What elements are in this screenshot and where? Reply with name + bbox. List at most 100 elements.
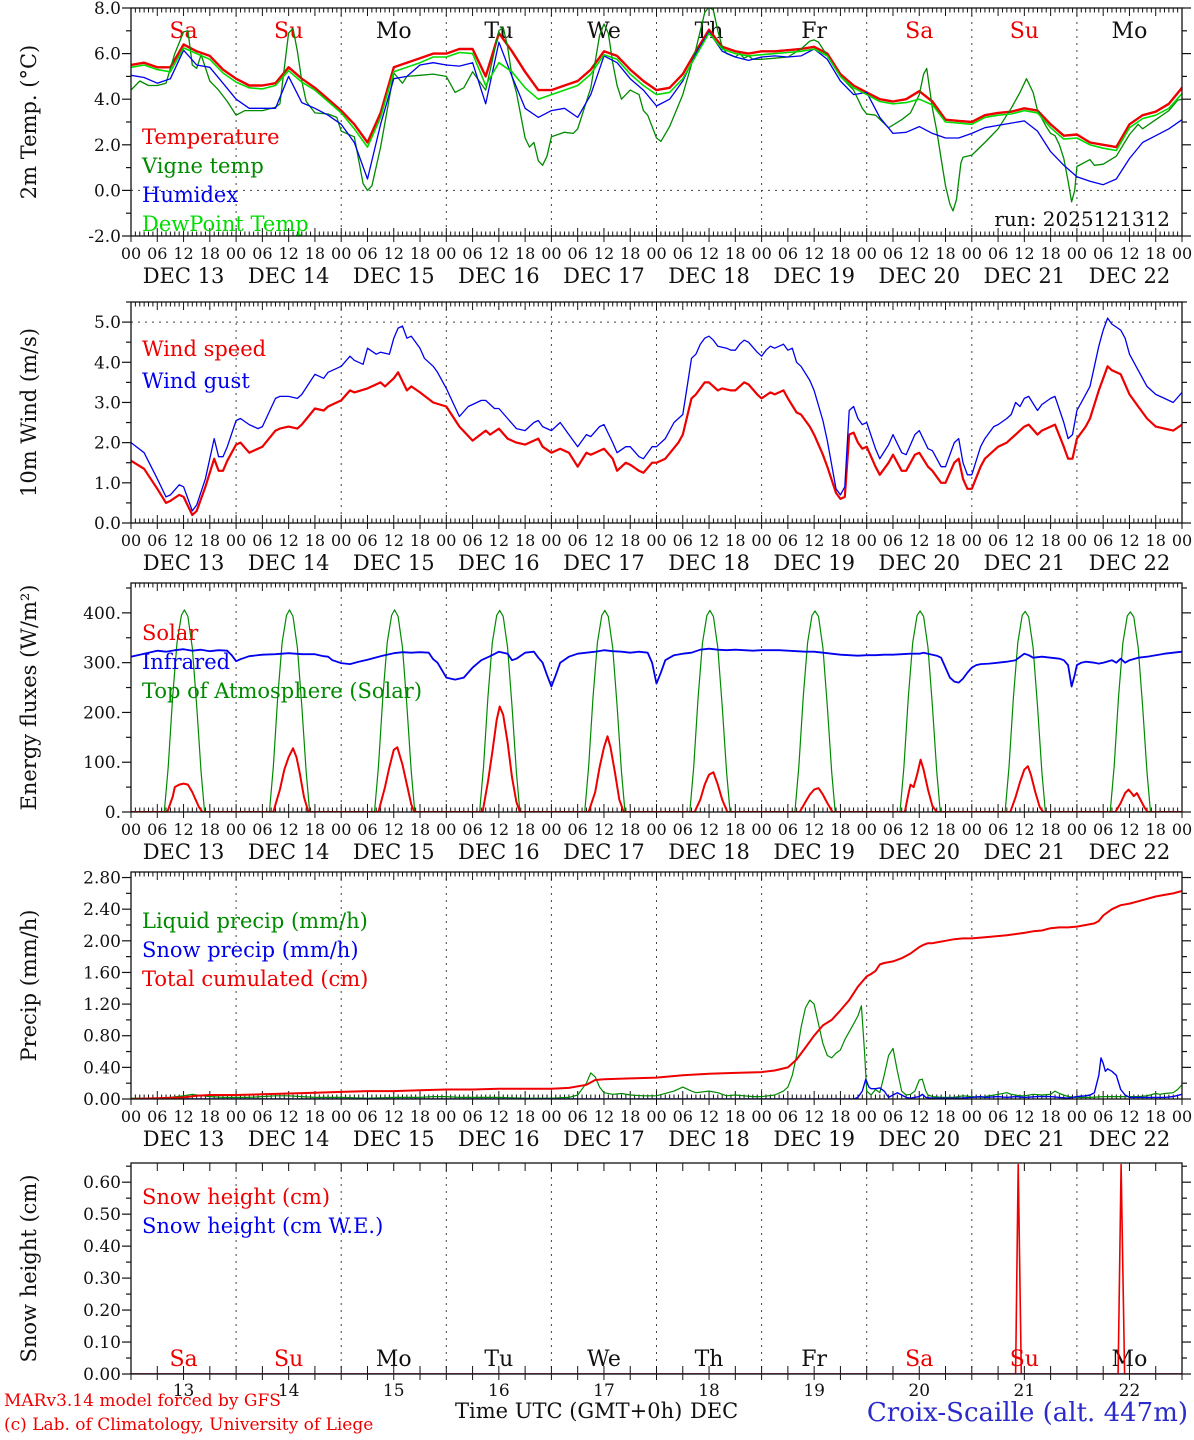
svg-text:18: 18 [620,1107,640,1126]
series-humidex [131,31,1182,186]
svg-text:4.0: 4.0 [94,353,121,373]
svg-text:00: 00 [646,531,666,550]
svg-text:06: 06 [883,531,903,550]
svg-text:Wind gust: Wind gust [142,369,250,393]
svg-text:06: 06 [462,1107,482,1126]
svg-text:0.60: 0.60 [83,1173,121,1193]
svg-text:18: 18 [200,1107,220,1126]
svg-text:Mo: Mo [376,19,412,44]
svg-text:18: 18 [1040,531,1060,550]
svg-text:00: 00 [1067,1107,1087,1126]
svg-text:18: 18 [515,1107,535,1126]
svg-text:12: 12 [384,820,404,839]
svg-text:Su: Su [1010,19,1039,44]
svg-text:Snow height (cm W.E.): Snow height (cm W.E.) [142,1214,383,1238]
chart-panels: 8.0 6.0 4.0 2.0 0.0 -2.0 00 06 12 18 00 06 12 18 00 06 1… [17,0,1192,1401]
svg-text:We: We [587,19,621,44]
svg-text:00: 00 [751,820,771,839]
svg-text:00: 00 [331,531,351,550]
svg-text:06: 06 [778,244,798,263]
svg-text:4.0: 4.0 [94,90,121,110]
svg-text:18: 18 [725,820,745,839]
svg-text:18: 18 [1040,1107,1060,1126]
svg-text:12: 12 [173,820,193,839]
svg-text:DEC 19: DEC 19 [773,264,855,288]
svg-text:1.60: 1.60 [83,963,121,983]
svg-text:12: 12 [1119,531,1139,550]
svg-text:06: 06 [1093,244,1113,263]
svg-text:18: 18 [830,1107,850,1126]
svg-text:00: 00 [436,531,456,550]
svg-text:00: 00 [226,820,246,839]
svg-text:Su: Su [274,1347,303,1372]
svg-text:12: 12 [594,820,614,839]
series-liquid-precip [131,999,1182,1099]
svg-text:12: 12 [1119,1107,1139,1126]
svg-text:18: 18 [698,1381,720,1401]
svg-text:13: 13 [173,1381,195,1401]
svg-text:DEC 16: DEC 16 [458,840,540,864]
svg-text:DEC 19: DEC 19 [773,1127,855,1151]
svg-text:2.0: 2.0 [94,136,121,156]
svg-text:Humidex: Humidex [142,183,238,207]
svg-text:0.40: 0.40 [83,1058,121,1078]
svg-text:12: 12 [594,244,614,263]
model-credit-line1: MARv3.14 model forced by GFS [4,1391,281,1411]
svg-text:18: 18 [410,531,430,550]
svg-text:12: 12 [173,531,193,550]
svg-text:12: 12 [594,531,614,550]
svg-text:400.: 400. [83,604,121,624]
svg-text:0.0: 0.0 [94,181,121,201]
svg-text:18: 18 [620,244,640,263]
svg-text:06: 06 [147,1107,167,1126]
time-axis-title: Time UTC (GMT+0h) [455,1399,682,1423]
svg-text:00: 00 [751,531,771,550]
svg-text:06: 06 [567,244,587,263]
svg-text:Sa: Sa [169,1347,197,1372]
svg-text:Mo: Mo [1112,1347,1148,1372]
svg-text:00: 00 [857,820,877,839]
svg-text:0.: 0. [105,803,121,823]
svg-text:00: 00 [1067,244,1087,263]
svg-text:00: 00 [436,820,456,839]
svg-text:DEC 21: DEC 21 [984,551,1066,575]
svg-text:20: 20 [908,1381,930,1401]
svg-text:Precip (mm/h): Precip (mm/h) [17,909,41,1061]
svg-text:12: 12 [1014,1107,1034,1126]
svg-text:00: 00 [331,244,351,263]
svg-text:18: 18 [620,531,640,550]
svg-text:06: 06 [883,1107,903,1126]
svg-text:18: 18 [305,820,325,839]
svg-text:06: 06 [567,820,587,839]
svg-text:06: 06 [778,531,798,550]
svg-text:12: 12 [804,531,824,550]
svg-text:06: 06 [147,244,167,263]
svg-text:00: 00 [751,244,771,263]
svg-text:0.40: 0.40 [83,1237,121,1257]
svg-text:00: 00 [226,531,246,550]
svg-text:Wind speed: Wind speed [142,337,266,361]
svg-text:18: 18 [725,531,745,550]
svg-text:06: 06 [357,531,377,550]
svg-text:12: 12 [699,820,719,839]
svg-text:06: 06 [988,531,1008,550]
svg-text:12: 12 [699,531,719,550]
panel-10m-wind: 5.04.03.02.01.00.000 06 12 18 00 06 12 18 00 06 12… [17,301,1192,575]
svg-text:0.30: 0.30 [83,1269,121,1289]
svg-text:00: 00 [121,1107,141,1126]
svg-text:200.: 200. [83,703,121,723]
svg-text:06: 06 [567,531,587,550]
svg-text:12: 12 [804,820,824,839]
svg-text:3.0: 3.0 [94,393,121,413]
svg-text:18: 18 [1146,1107,1166,1126]
svg-text:00: 00 [751,1107,771,1126]
svg-text:DEC 19: DEC 19 [773,840,855,864]
svg-text:DEC 15: DEC 15 [353,264,435,288]
svg-text:0.50: 0.50 [83,1205,121,1225]
series-wind-speed [131,365,1182,517]
svg-text:06: 06 [147,820,167,839]
svg-text:2m Temp. (°C): 2m Temp. (°C) [17,45,41,199]
svg-text:14: 14 [278,1381,300,1401]
